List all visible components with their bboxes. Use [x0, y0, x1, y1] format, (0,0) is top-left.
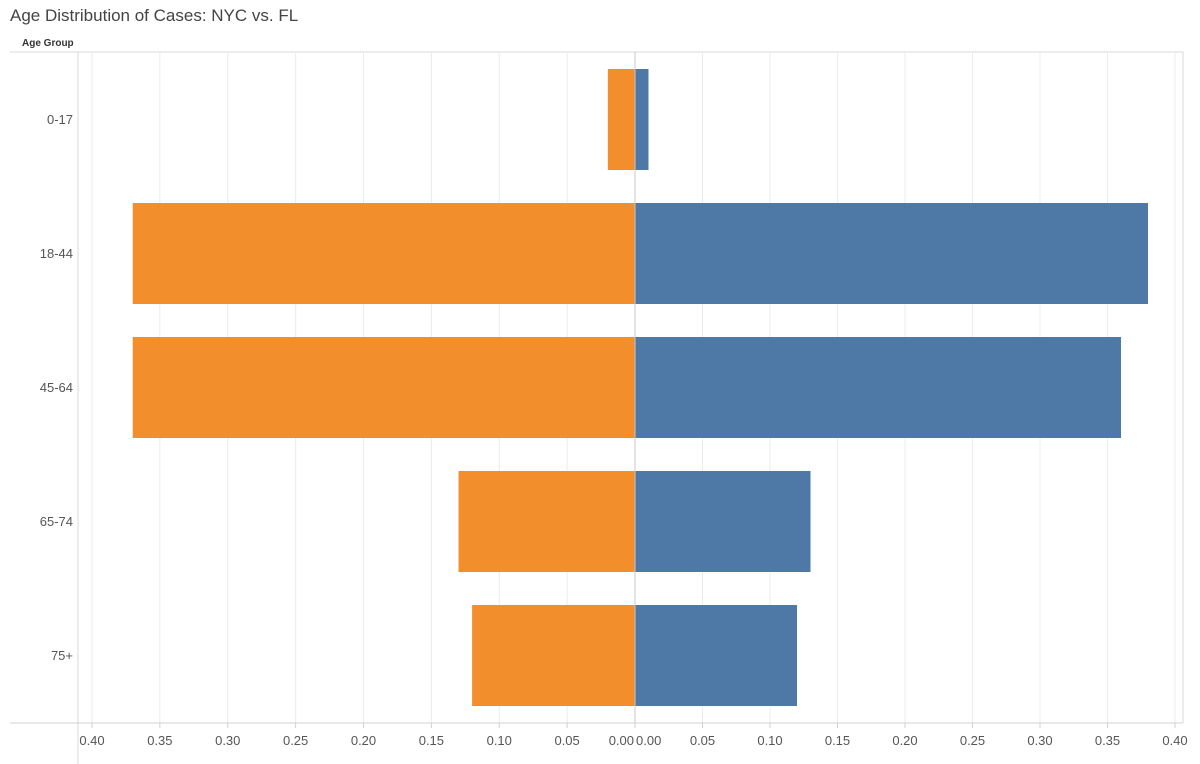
tick-label-left-8: 0.00 [609, 733, 634, 748]
tick-label-left-5: 0.15 [419, 733, 444, 748]
tick-label-left-7: 0.05 [554, 733, 579, 748]
category-label-3: 65-74 [40, 514, 73, 529]
tick-label-right-0: 0.00 [636, 733, 661, 748]
tick-label-right-3: 0.15 [825, 733, 850, 748]
tick-label-left-1: 0.35 [147, 733, 172, 748]
row-header: Age Group [22, 38, 74, 49]
tick-label-left-3: 0.25 [283, 733, 308, 748]
bar-nyc-0 [635, 69, 649, 170]
tick-label-left-6: 0.10 [487, 733, 512, 748]
bar-nyc-2 [635, 337, 1121, 438]
bar-nyc-3 [635, 471, 811, 572]
bar-fl-2 [132, 337, 635, 438]
tick-label-left-4: 0.20 [351, 733, 376, 748]
bar-nyc-1 [635, 203, 1148, 304]
bar-fl-0 [607, 69, 635, 170]
tick-label-right-2: 0.10 [757, 733, 782, 748]
bar-fl-4 [472, 605, 635, 706]
tick-label-right-4: 0.20 [892, 733, 917, 748]
category-label-2: 45-64 [40, 380, 73, 395]
bar-fl-3 [458, 471, 635, 572]
chart-title: Age Distribution of Cases: NYC vs. FL [10, 6, 299, 25]
tick-label-right-6: 0.30 [1027, 733, 1052, 748]
tick-label-right-5: 0.25 [960, 733, 985, 748]
category-label-0: 0-17 [47, 112, 73, 127]
tick-label-right-8: 0.40 [1162, 733, 1187, 748]
tick-label-right-7: 0.35 [1095, 733, 1120, 748]
tick-label-left-0: 0.40 [79, 733, 104, 748]
bar-nyc-4 [635, 605, 797, 706]
category-label-1: 18-44 [40, 246, 73, 261]
tick-label-right-1: 0.05 [690, 733, 715, 748]
bar-fl-1 [132, 203, 635, 304]
category-label-4: 75+ [51, 648, 73, 663]
tick-label-left-2: 0.30 [215, 733, 240, 748]
